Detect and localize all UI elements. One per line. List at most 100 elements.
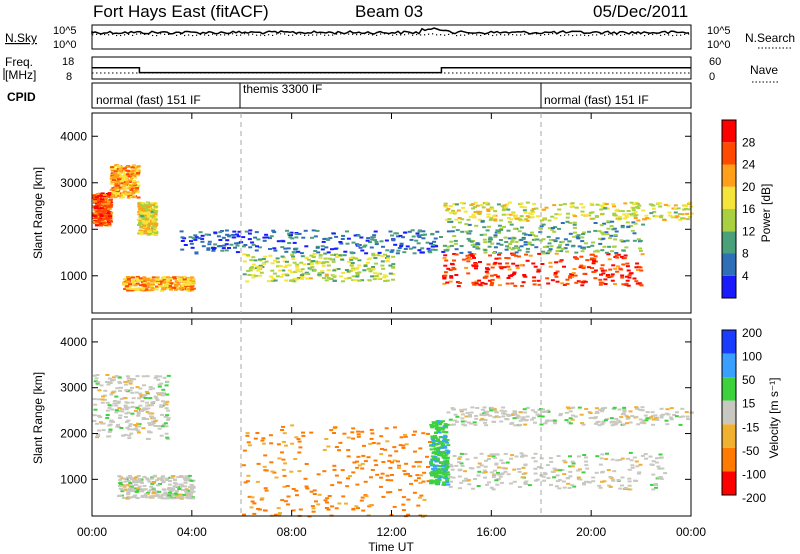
- power-data-cell: [445, 209, 450, 212]
- vel-data-cell: [106, 383, 111, 386]
- power-data-cell: [451, 209, 455, 212]
- power-data-cell: [378, 272, 383, 275]
- power-data-cell: [217, 245, 221, 248]
- vel-data-cell: [584, 456, 588, 459]
- power-data-cell: [180, 236, 185, 239]
- power-data-cell: [237, 230, 242, 233]
- power-data-cell: [603, 283, 608, 285]
- vel-data-cell: [99, 384, 104, 387]
- power-data-cell: [555, 250, 560, 252]
- vel-data-cell: [169, 496, 174, 499]
- power-data-cell: [624, 275, 629, 278]
- n-search-dot: [228, 34, 230, 36]
- vel-data-cell: [157, 427, 162, 430]
- power-data-cell: [187, 288, 192, 291]
- vel-data-cell: [96, 434, 101, 437]
- vel-data-cell: [473, 456, 478, 459]
- vel-data-cell: [291, 509, 296, 512]
- vel-data-cell: [482, 414, 487, 417]
- vel-data-cell: [132, 477, 137, 480]
- power-data-cell: [624, 246, 629, 249]
- power-data-cell: [149, 218, 154, 221]
- vel-data-cell: [375, 473, 380, 476]
- vel-data-cell: [156, 484, 161, 487]
- power-data-cell: [124, 286, 129, 289]
- vel-data-cell: [429, 480, 434, 483]
- power-data-cell: [479, 204, 484, 207]
- vel-data-cell: [541, 410, 546, 413]
- vel-data-cell: [171, 488, 176, 491]
- power-data-cell: [447, 220, 452, 223]
- vel-data-cell: [162, 376, 167, 379]
- power-data-cell: [629, 224, 633, 227]
- power-data-cell: [145, 204, 150, 207]
- vel-data-cell: [685, 415, 690, 418]
- power-data-cell: [405, 245, 410, 248]
- power-data-cell: [602, 245, 607, 248]
- power-data-cell: [479, 233, 484, 236]
- n-search-dot: [92, 34, 94, 36]
- n-search-dot: [140, 33, 142, 35]
- vel-data-cell: [151, 420, 155, 423]
- power-data-cell: [565, 216, 570, 219]
- vel-data-cell: [445, 439, 450, 441]
- vel-data-cell: [554, 485, 559, 488]
- vel-data-cell: [421, 480, 426, 483]
- power-data-cell: [93, 198, 98, 201]
- power-data-cell: [292, 251, 297, 254]
- power-data-cell: [625, 239, 630, 242]
- vel-data-cell: [546, 477, 551, 480]
- vel-data-cell: [636, 472, 641, 475]
- vel-data-cell: [489, 486, 494, 489]
- power-data-cell: [512, 227, 517, 230]
- vel-data-cell: [93, 380, 98, 383]
- vel-data-cell: [634, 415, 639, 418]
- power-data-cell: [388, 272, 393, 275]
- vel-data-cell: [562, 473, 567, 476]
- power-data-cell: [280, 255, 285, 258]
- vel-data-cell: [441, 465, 446, 467]
- vel-data-cell: [95, 374, 100, 376]
- vel-data-cell: [660, 467, 665, 470]
- vel-data-cell: [362, 444, 366, 447]
- power-data-cell: [550, 215, 555, 218]
- power-data-cell: [673, 211, 678, 214]
- n-search-dot: [640, 33, 642, 35]
- vel-data-cell: [572, 485, 577, 488]
- vel-data-cell: [189, 488, 194, 490]
- vel-data-cell: [516, 468, 521, 470]
- vel-data-cell: [622, 410, 627, 413]
- power-data-cell: [550, 227, 555, 229]
- vel-data-cell: [512, 468, 517, 471]
- power-data-cell: [126, 172, 131, 175]
- vel-data-cell: [312, 493, 317, 495]
- power-data-cell: [144, 288, 149, 291]
- vel-data-cell: [179, 497, 184, 500]
- power-data-cell: [130, 185, 135, 188]
- power-data-cell: [306, 273, 311, 275]
- vel-data-cell: [346, 436, 351, 439]
- power-data-cell: [523, 233, 528, 236]
- n-search-dot: [504, 34, 506, 36]
- power-data-cell: [127, 195, 132, 198]
- vel-data-cell: [612, 423, 617, 426]
- power-data-cell: [448, 280, 453, 283]
- vel-data-cell: [151, 481, 156, 484]
- power-data-cell: [222, 244, 227, 247]
- vel-data-cell: [167, 487, 172, 489]
- vel-data-cell: [153, 420, 158, 423]
- power-data-cell: [449, 276, 454, 279]
- power-data-cell: [492, 215, 496, 218]
- vel-data-cell: [242, 449, 247, 452]
- power-data-cell: [311, 255, 316, 258]
- power-data-cell: [627, 274, 632, 277]
- vel-data-cell: [297, 470, 302, 473]
- vel-data-cell: [533, 411, 538, 414]
- power-data-cell: [555, 280, 560, 283]
- power-data-cell: [625, 265, 630, 268]
- vel-data-cell: [463, 408, 468, 411]
- vel-data-cell: [433, 448, 438, 451]
- power-data-cell: [532, 276, 537, 279]
- power-data-cell: [584, 242, 588, 245]
